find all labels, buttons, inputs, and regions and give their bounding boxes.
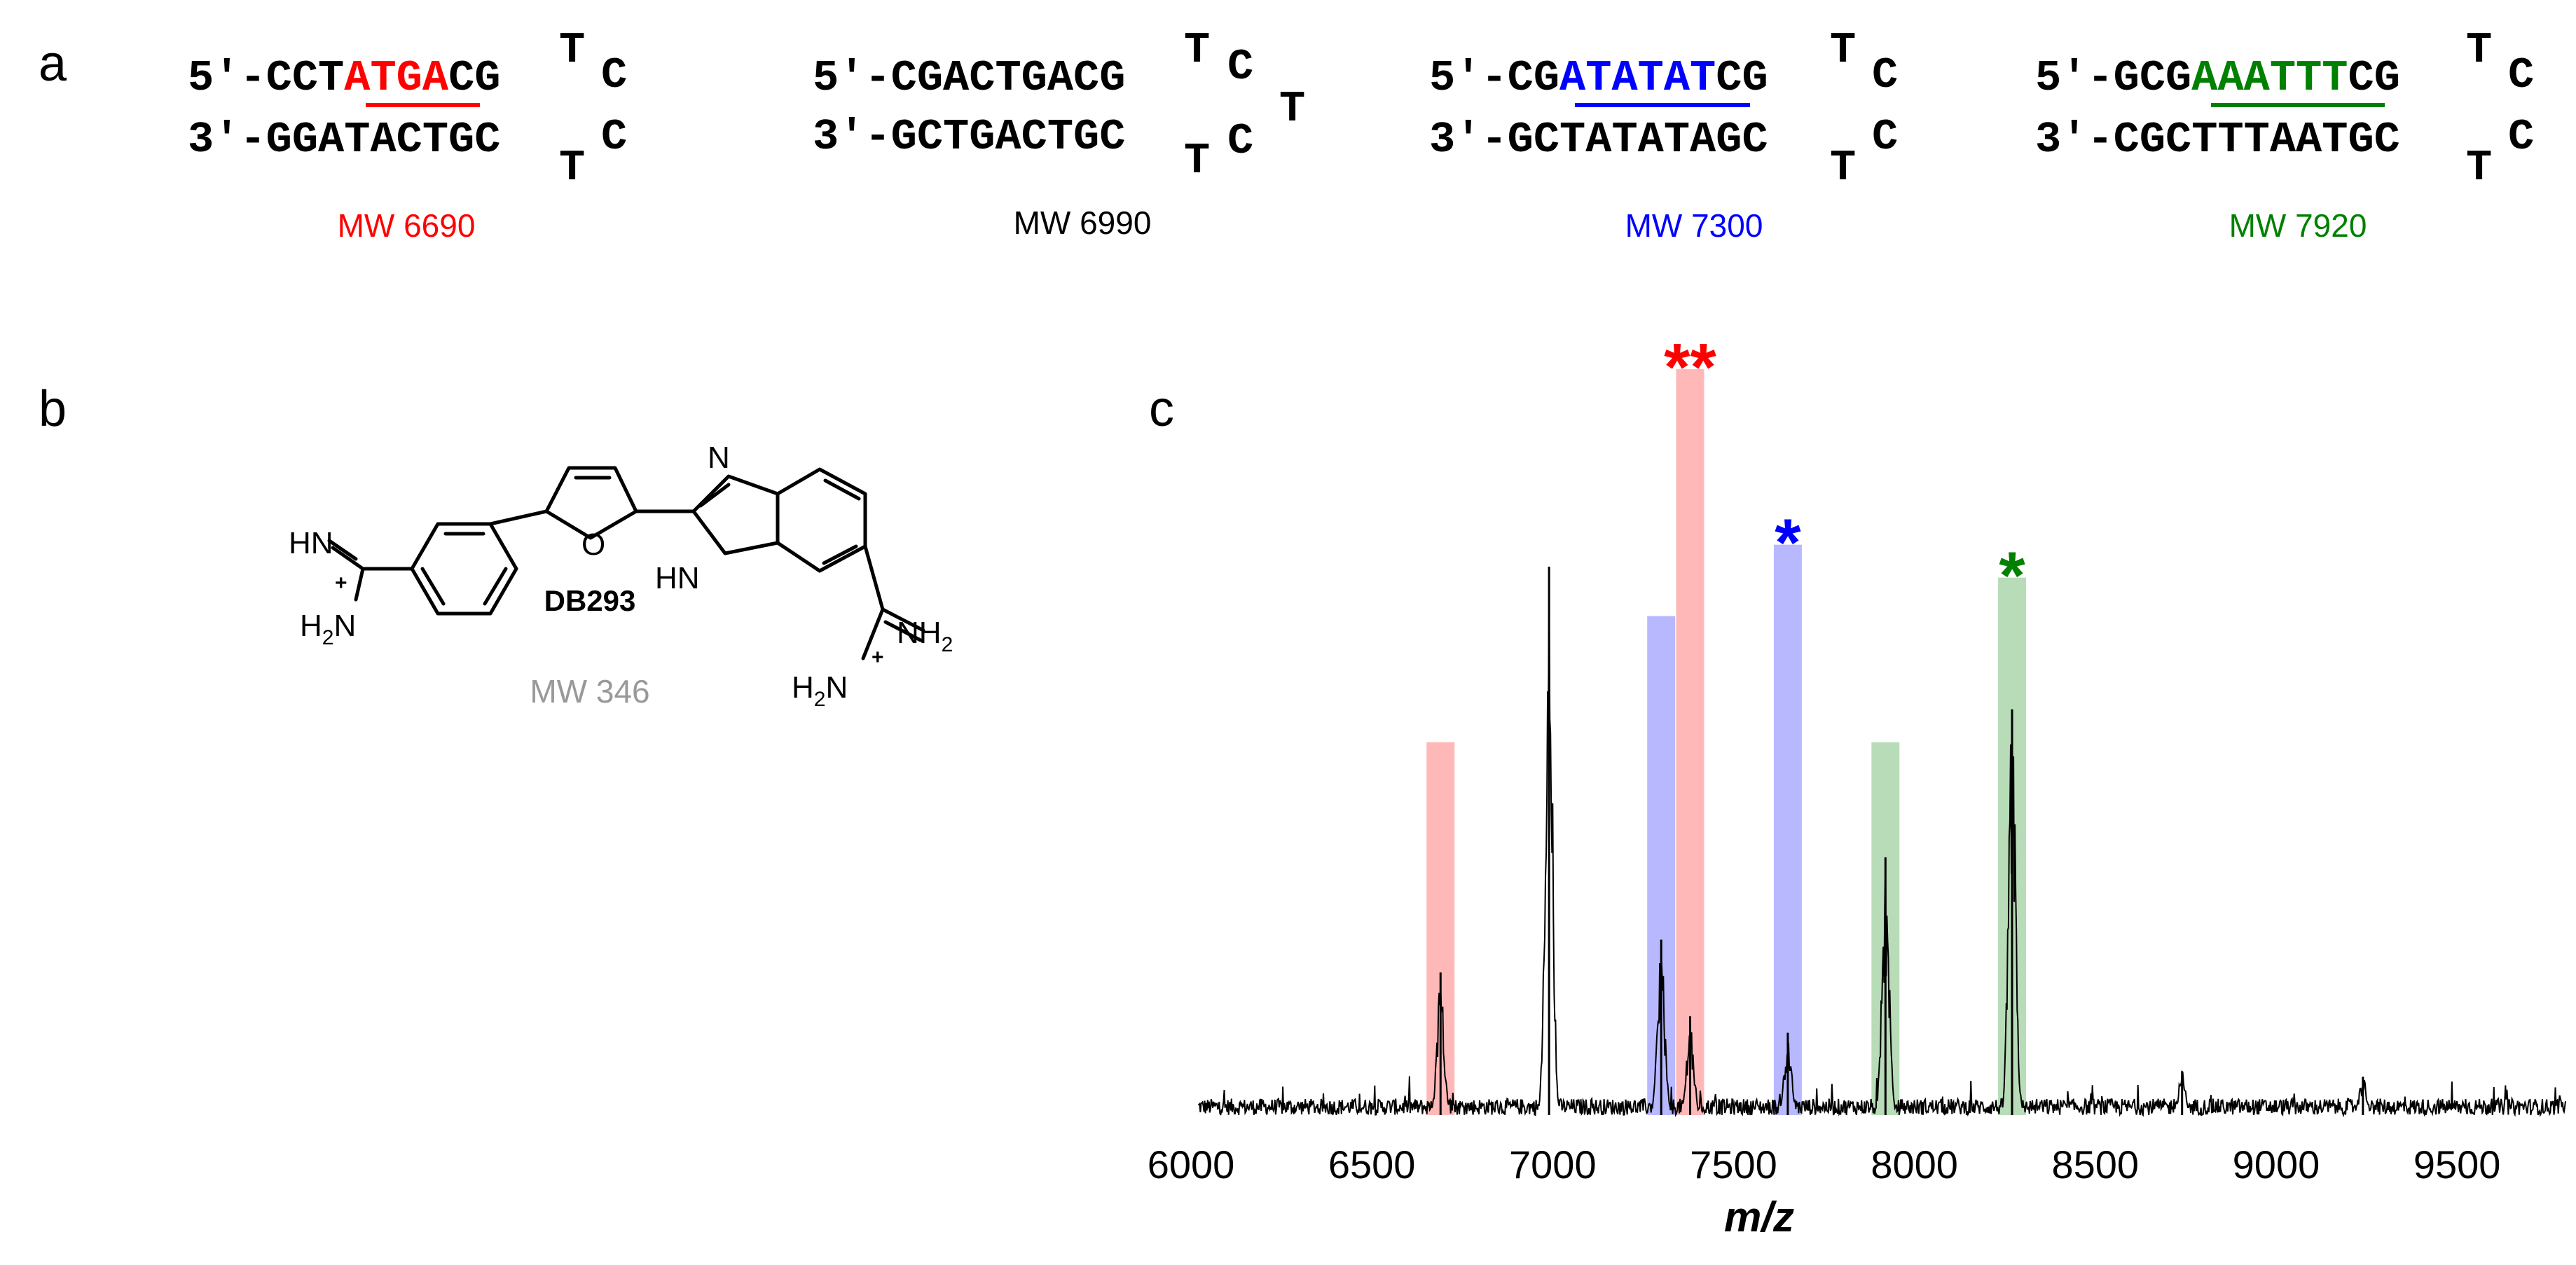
left-charge: +	[335, 572, 347, 595]
hairpin-1-loop-1: T	[559, 25, 585, 75]
right-nh2-label: NH2	[897, 616, 953, 656]
left-h2n-label: H2N	[300, 609, 356, 649]
furan-o-label: O	[581, 527, 605, 562]
hairpin-3-loop-4: T	[1830, 143, 1856, 193]
hairpin-4-loop-4: T	[2466, 143, 2492, 193]
peak-annotation-1: **	[1664, 330, 1716, 405]
hairpin-3-loop-2: C	[1872, 50, 1898, 100]
spectrum-trace	[1197, 590, 2566, 1118]
hairpin-2-loop-5: T	[1184, 136, 1210, 186]
hairpin-2-mw: MW 6990	[1014, 205, 1152, 241]
panel-label-a: a	[39, 36, 67, 92]
hairpin-2-bottom-strand: 3′-GCTGACTGC	[813, 112, 1125, 162]
peak-annotation-2: *	[1775, 506, 1801, 581]
hairpin-4-bottom-strand: 3′-CGCTTTAATGC	[2035, 115, 2400, 165]
highlight-band-3	[1676, 369, 1704, 1115]
peak-annotation-3: *	[1999, 539, 2025, 614]
x-tick-label-8: 9500	[2413, 1142, 2501, 1187]
hairpin-4-mw: MW 7920	[2229, 207, 2367, 244]
hairpin-4-top-strand: 5′-GCGAAATTTCG	[2035, 53, 2400, 103]
hairpin-1-top-strand: 5′-CCTATGACG	[188, 53, 501, 103]
hairpin-1: 5′-CCTATGACG 3′-GGATACTGC T C C T MW 669…	[188, 25, 627, 244]
hairpin-4-loop-3: C	[2508, 112, 2534, 162]
x-tick-label-7: 9000	[2233, 1142, 2320, 1187]
hairpin-3-loop-3: C	[1872, 112, 1898, 162]
x-tick-label-5: 8000	[1871, 1142, 1958, 1187]
compound-mw: MW 346	[530, 673, 649, 710]
panel-label-c: c	[1149, 381, 1174, 437]
x-tick-label-3: 7000	[1509, 1142, 1597, 1187]
x-tick-label-1: 6000	[1148, 1142, 1235, 1187]
left-hn-label: HN	[289, 526, 333, 560]
hairpin-2-top-strand: 5′-CGACTGACG	[813, 53, 1125, 103]
hairpin-4: 5′-GCGAAATTTCG 3′-CGCTTTAATGC T C C T MW…	[2035, 25, 2534, 244]
right-h2n-label: H2N	[792, 670, 848, 711]
hairpin-3: 5′-CGATATATCG 3′-GCTATATAGC T C C T MW 7…	[1429, 25, 1898, 244]
hairpin-3-bottom-strand: 3′-GCTATATAGC	[1429, 115, 1768, 165]
hairpin-4-loop-1: T	[2466, 25, 2492, 75]
hairpin-1-loop-4: T	[559, 143, 585, 193]
benzimidazole-n-label: N	[708, 441, 730, 475]
hairpin-3-loop-1: T	[1830, 25, 1856, 75]
hairpin-1-loop-3: C	[601, 112, 627, 162]
hairpin-2-loop-2: C	[1227, 42, 1253, 92]
x-tick-label-6: 8500	[2052, 1142, 2140, 1187]
hairpin-3-mw: MW 7300	[1625, 207, 1763, 244]
benzimidazole-hn-label: HN	[655, 561, 700, 595]
hairpin-2-loop-4: C	[1227, 116, 1253, 166]
hairpin-1-bottom-strand: 3′-GGATACTGC	[188, 115, 500, 165]
hairpin-2-loop-1: T	[1184, 25, 1210, 75]
hairpin-1-loop-2: C	[601, 50, 627, 100]
x-tick-label-4: 7500	[1690, 1142, 1777, 1187]
compound-name: DB293	[544, 584, 636, 617]
hairpin-4-loop-2: C	[2508, 50, 2534, 100]
hairpin-2: 5′-CGACTGACG 3′-GCTGACTGC T C T C T MW 6…	[813, 25, 1305, 241]
db293-structure: HN + H2N O N HN NH2 + H2N DB293	[289, 441, 953, 711]
hairpin-1-mw: MW 6690	[338, 207, 476, 244]
hairpin-3-top-strand: 5′-CGATATATCG	[1429, 53, 1768, 103]
highlight-band-4	[1773, 544, 1802, 1115]
right-charge: +	[872, 646, 884, 669]
x-axis-title: m/z	[1724, 1194, 1794, 1240]
x-tick-label-2: 6500	[1328, 1142, 1416, 1187]
hairpin-2-loop-3: T	[1279, 84, 1305, 134]
panel-label-b: b	[39, 381, 67, 437]
